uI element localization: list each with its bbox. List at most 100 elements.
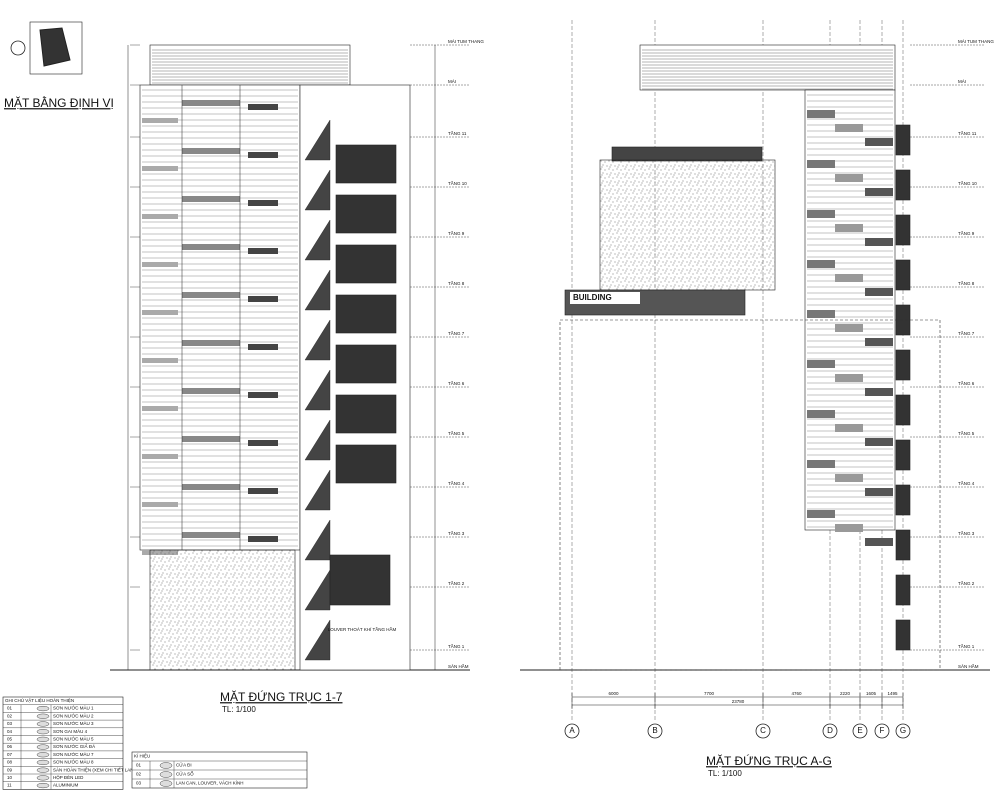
swatch [159,780,173,787]
level-label: TẦNG 8 [448,280,465,286]
stair [304,419,331,461]
panel [835,424,863,432]
table-cell: 01 [7,706,13,711]
table-cell: 02 [7,713,13,718]
panel [182,340,240,346]
table-header: GHI CHÚ VẬT LIỆU HOÀN THIỆN [5,696,74,703]
table-cell: 11 [7,783,12,788]
swatch [36,744,50,750]
panel [835,174,863,182]
panel [807,510,835,518]
table-cell: 05 [7,737,13,742]
balcony [895,619,911,651]
table-header: KÍ HIỆU [134,752,150,759]
panel [182,148,240,154]
level-label: TẦNG 11 [448,130,467,136]
axis-label: E [857,726,862,735]
level-label: TẦNG 1 [448,643,465,649]
panel [248,248,278,254]
left-elevation-title: MẶT ĐỨNG TRỤC 1-7 [220,689,343,704]
roof [639,44,896,91]
axis-label: B [652,726,657,735]
louver-note: LOUVER THOÁT KHÍ TẦNG HẦM [328,626,397,632]
panel [142,358,178,363]
balcony [895,214,911,246]
panel [248,344,278,350]
stair [304,519,331,561]
panel [182,196,240,202]
level-label: TẦNG 3 [448,530,465,536]
table-cell: SƠN NƯỚC MÀU 7 [53,751,94,757]
table-cell: 07 [7,752,13,757]
axis-label: F [880,726,885,735]
level-label: TẦNG 5 [958,430,975,436]
panel [182,244,240,250]
total-dimension: 23780 [732,699,745,704]
panel [865,138,893,146]
table-cell: SƠN NƯỚC GIẢ ĐÁ [53,743,95,749]
level-label: TẦNG 10 [958,180,977,186]
panel [835,324,863,332]
swatch [36,713,50,719]
panel [807,260,835,268]
dimension: 4760 [791,691,802,696]
level-label: MÁI [448,78,456,84]
table-cell: 09 [7,767,13,772]
swatch [36,736,50,742]
axis-label: G [900,726,906,735]
north-arrow [10,40,26,56]
level-label: TẦNG 9 [448,230,465,236]
swatch [36,767,50,773]
panel [865,188,893,196]
table-cell: SƠN GAI MÀU 4 [53,728,88,734]
balcony [335,144,397,184]
panel [248,536,278,542]
level-label: SÂN HẦM [448,663,469,669]
panel [248,440,278,446]
balcony [895,574,911,606]
panel [865,438,893,446]
stair [304,169,331,211]
stair [304,369,331,411]
panel [835,124,863,132]
table-cell: 02 [136,772,142,777]
panel [182,388,240,394]
table-cell: 10 [7,775,13,780]
swatch [36,783,50,789]
table-cell: 04 [7,729,13,734]
panel [835,274,863,282]
balcony [335,294,397,334]
level-label: TẦNG 8 [958,280,975,286]
level-label: TẦNG 7 [958,330,975,336]
axis-bubble [755,723,771,739]
panel [142,406,178,411]
axis-label: A [569,726,575,735]
axis-bubble [874,723,890,739]
panel [865,288,893,296]
level-label: TẦNG 6 [958,380,975,386]
panel [182,436,240,442]
axis-bubble [647,723,663,739]
level-label: MÁI TUM THANG [958,38,994,44]
axis-bubble [852,723,868,739]
panel [248,200,278,206]
table-cell: HỘP ĐÈN LED [53,774,84,780]
panel [865,338,893,346]
level-label: TẦNG 1 [958,643,975,649]
table-cell: SƠN NƯỚC MÀU 5 [53,736,94,742]
sign-box [599,159,776,291]
sign-text: BUILDING [573,293,612,302]
swatch [36,729,50,735]
panel [182,532,240,538]
panel [835,374,863,382]
stair [304,269,331,311]
dimension: 7700 [704,691,715,696]
panel [865,388,893,396]
balcony [335,194,397,234]
swatch [36,752,50,758]
facade [139,84,301,551]
swatch [159,762,173,769]
table-cell: 06 [7,744,13,749]
panel [182,292,240,298]
